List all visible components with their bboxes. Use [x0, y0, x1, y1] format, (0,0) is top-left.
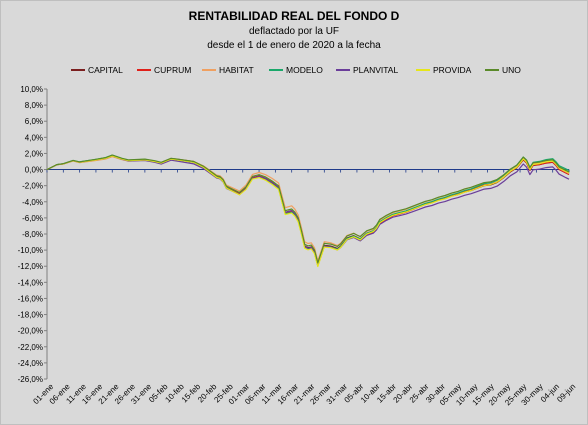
legend-label-planvital: PLANVITAL [353, 65, 398, 75]
y-tick-label: -24,0% [18, 359, 43, 368]
plot-area [46, 154, 570, 268]
y-axis: 10,0% 8,0% 6,0% 4,0% 2,0% 0,0% -2,0% -4,0% -6,0%… [18, 85, 48, 384]
y-tick-label: -18,0% [18, 311, 43, 320]
y-tick-label: -22,0% [18, 343, 43, 352]
y-tick-label: 0,0% [25, 166, 43, 175]
y-tick-label: 4,0% [25, 133, 43, 142]
y-tick-label: -6,0% [22, 214, 43, 223]
x-tick-label: 09-jun [555, 382, 577, 404]
legend: CAPITAL CUPRUM HABITAT MODELO PLANVITAL PROVI… [71, 65, 521, 75]
y-tick-label: -4,0% [22, 198, 43, 207]
y-tick-label: -8,0% [22, 230, 43, 239]
y-tick-label: 6,0% [25, 117, 43, 126]
y-tick-label: -20,0% [18, 327, 43, 336]
chart-subtitle-line-2: desde el 1 de enero de 2020 a la fecha [207, 40, 381, 51]
y-tick-label: 8,0% [25, 101, 43, 110]
y-tick-label: -16,0% [18, 294, 43, 303]
y-tick-label: -14,0% [18, 278, 43, 287]
legend-label-habitat: HABITAT [219, 65, 254, 75]
series-line-uno [46, 154, 570, 264]
chart-subtitle-line-1: deflactado por la UF [249, 26, 339, 37]
series-line-provida [46, 155, 570, 268]
legend-label-cuprum: CUPRUM [154, 65, 191, 75]
legend-label-capital: CAPITAL [88, 65, 123, 75]
legend-label-modelo: MODELO [286, 65, 323, 75]
y-tick-label: 2,0% [25, 149, 43, 158]
y-tick-label: -10,0% [18, 246, 43, 255]
y-tick-label: 10,0% [20, 85, 43, 94]
legend-label-provida: PROVIDA [433, 65, 472, 75]
y-tick-label: -12,0% [18, 262, 43, 271]
y-tick-label: -26,0% [18, 375, 43, 384]
chart-title: RENTABILIDAD REAL DEL FONDO D [189, 9, 400, 23]
legend-label-uno: UNO [502, 65, 521, 75]
x-axis: 01-ene06-ene11-ene16-ene21-ene26-ene31-e… [31, 169, 577, 407]
y-tick-label: -2,0% [22, 182, 43, 191]
